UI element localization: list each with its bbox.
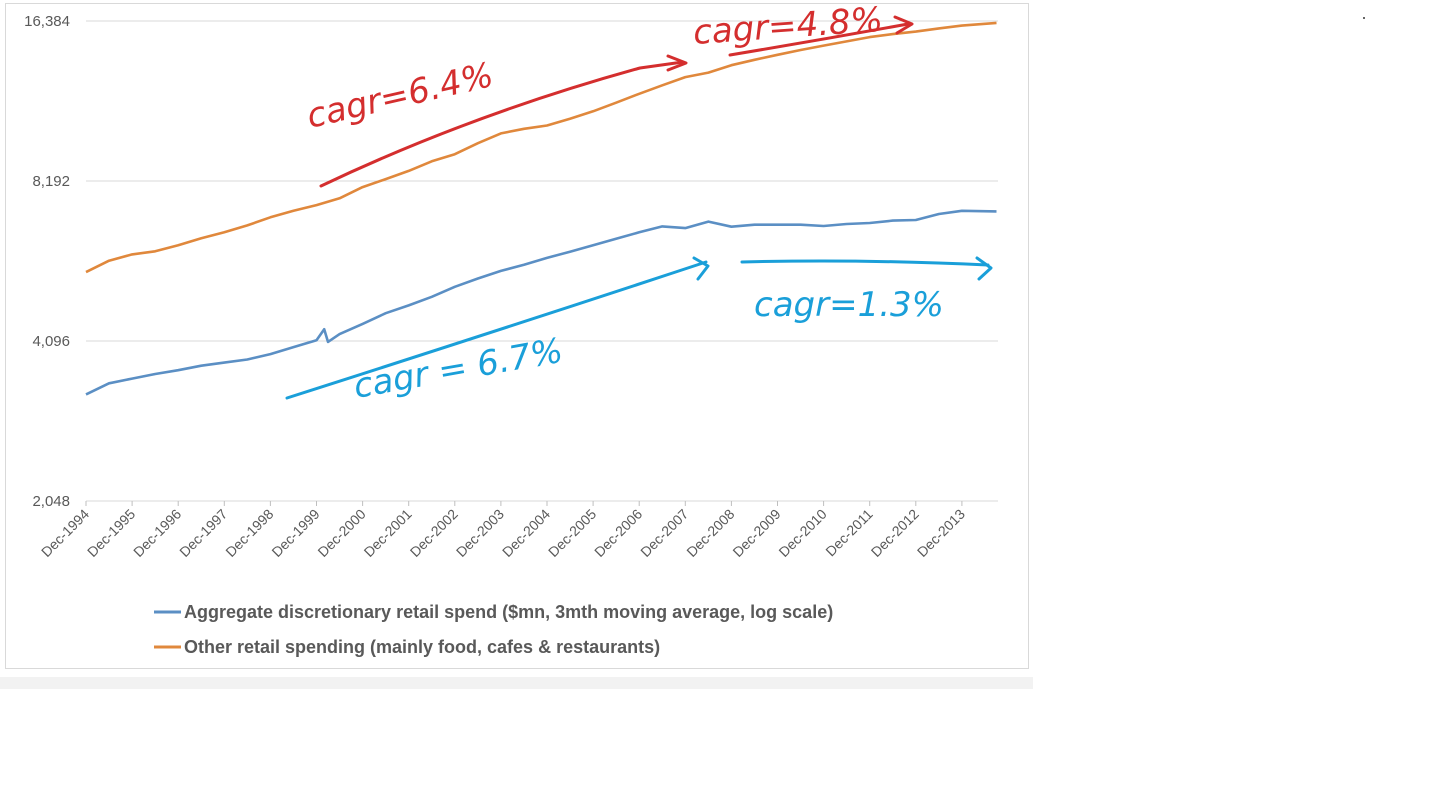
gridlines: [86, 20, 998, 502]
legend-label: Aggregate discretionary retail spend ($m…: [184, 602, 833, 622]
annotation-text: cagr=4.8%: [692, 0, 884, 53]
annotation-stroke: [728, 22, 910, 57]
x-tick-label: Dec-1999: [268, 506, 322, 560]
x-tick-label: Dec-2006: [591, 506, 645, 560]
series-line-2: [85, 21, 997, 274]
x-tick-label: Dec-2002: [407, 506, 461, 560]
x-tick-label: Dec-2011: [822, 506, 876, 560]
x-tick-label: Dec-2004: [499, 506, 553, 560]
annotation-stroke: [740, 259, 990, 267]
y-tick-label: 8,192: [32, 173, 70, 190]
annotation-stroke: [975, 256, 993, 281]
annotation-stroke: [319, 60, 685, 188]
legend-label: Other retail spending (mainly food, cafe…: [184, 637, 660, 657]
y-axis-ticks: 2,048 4,096 8,192 16,384: [24, 13, 70, 510]
series-line-1: [85, 209, 997, 396]
annotation-stroke: [285, 260, 708, 400]
x-tick-label: Dec-2003: [453, 506, 507, 560]
y-tick-label: 2,048: [32, 493, 70, 510]
x-tick-label: Dec-1997: [176, 506, 230, 560]
page-edge-shadow: [0, 677, 1033, 689]
x-tick-label: Dec-1995: [84, 506, 138, 560]
y-tick-label: 4,096: [32, 333, 70, 350]
x-tick-label: Dec-1996: [130, 506, 184, 560]
x-tick-label: Dec-2008: [683, 506, 737, 560]
annotation-stroke: [893, 15, 914, 35]
x-tick-label: Dec-2007: [637, 506, 691, 560]
stray-mark: [1363, 17, 1365, 19]
series-lines: [85, 21, 997, 396]
x-tick-label: Dec-2010: [775, 506, 829, 560]
x-tick-label: Dec-2012: [868, 506, 922, 560]
x-tick-label: Dec-2005: [545, 506, 599, 560]
y-tick-label: 16,384: [24, 13, 70, 30]
x-tick-label: Dec-1998: [222, 506, 276, 560]
annotation-text: cagr=1.3%: [754, 285, 944, 325]
handwritten-annotations: cagr=6.4%cagr=4.8%cagr = 6.7%cagr=1.3%: [285, 0, 993, 407]
annotation-stroke: [692, 256, 710, 281]
chart-frame: [5, 3, 1029, 669]
x-axis-ticks: Dec-1994Dec-1995Dec-1996Dec-1997Dec-1998…: [38, 501, 968, 560]
x-tick-label: Dec-2013: [914, 506, 968, 560]
legend: Aggregate discretionary retail spend ($m…: [154, 602, 833, 657]
x-tick-label: Dec-2000: [314, 506, 368, 560]
x-tick-label: Dec-1994: [38, 506, 92, 560]
x-tick-label: Dec-2009: [729, 506, 783, 560]
x-tick-label: Dec-2001: [361, 506, 415, 560]
annotation-stroke: [666, 54, 688, 72]
